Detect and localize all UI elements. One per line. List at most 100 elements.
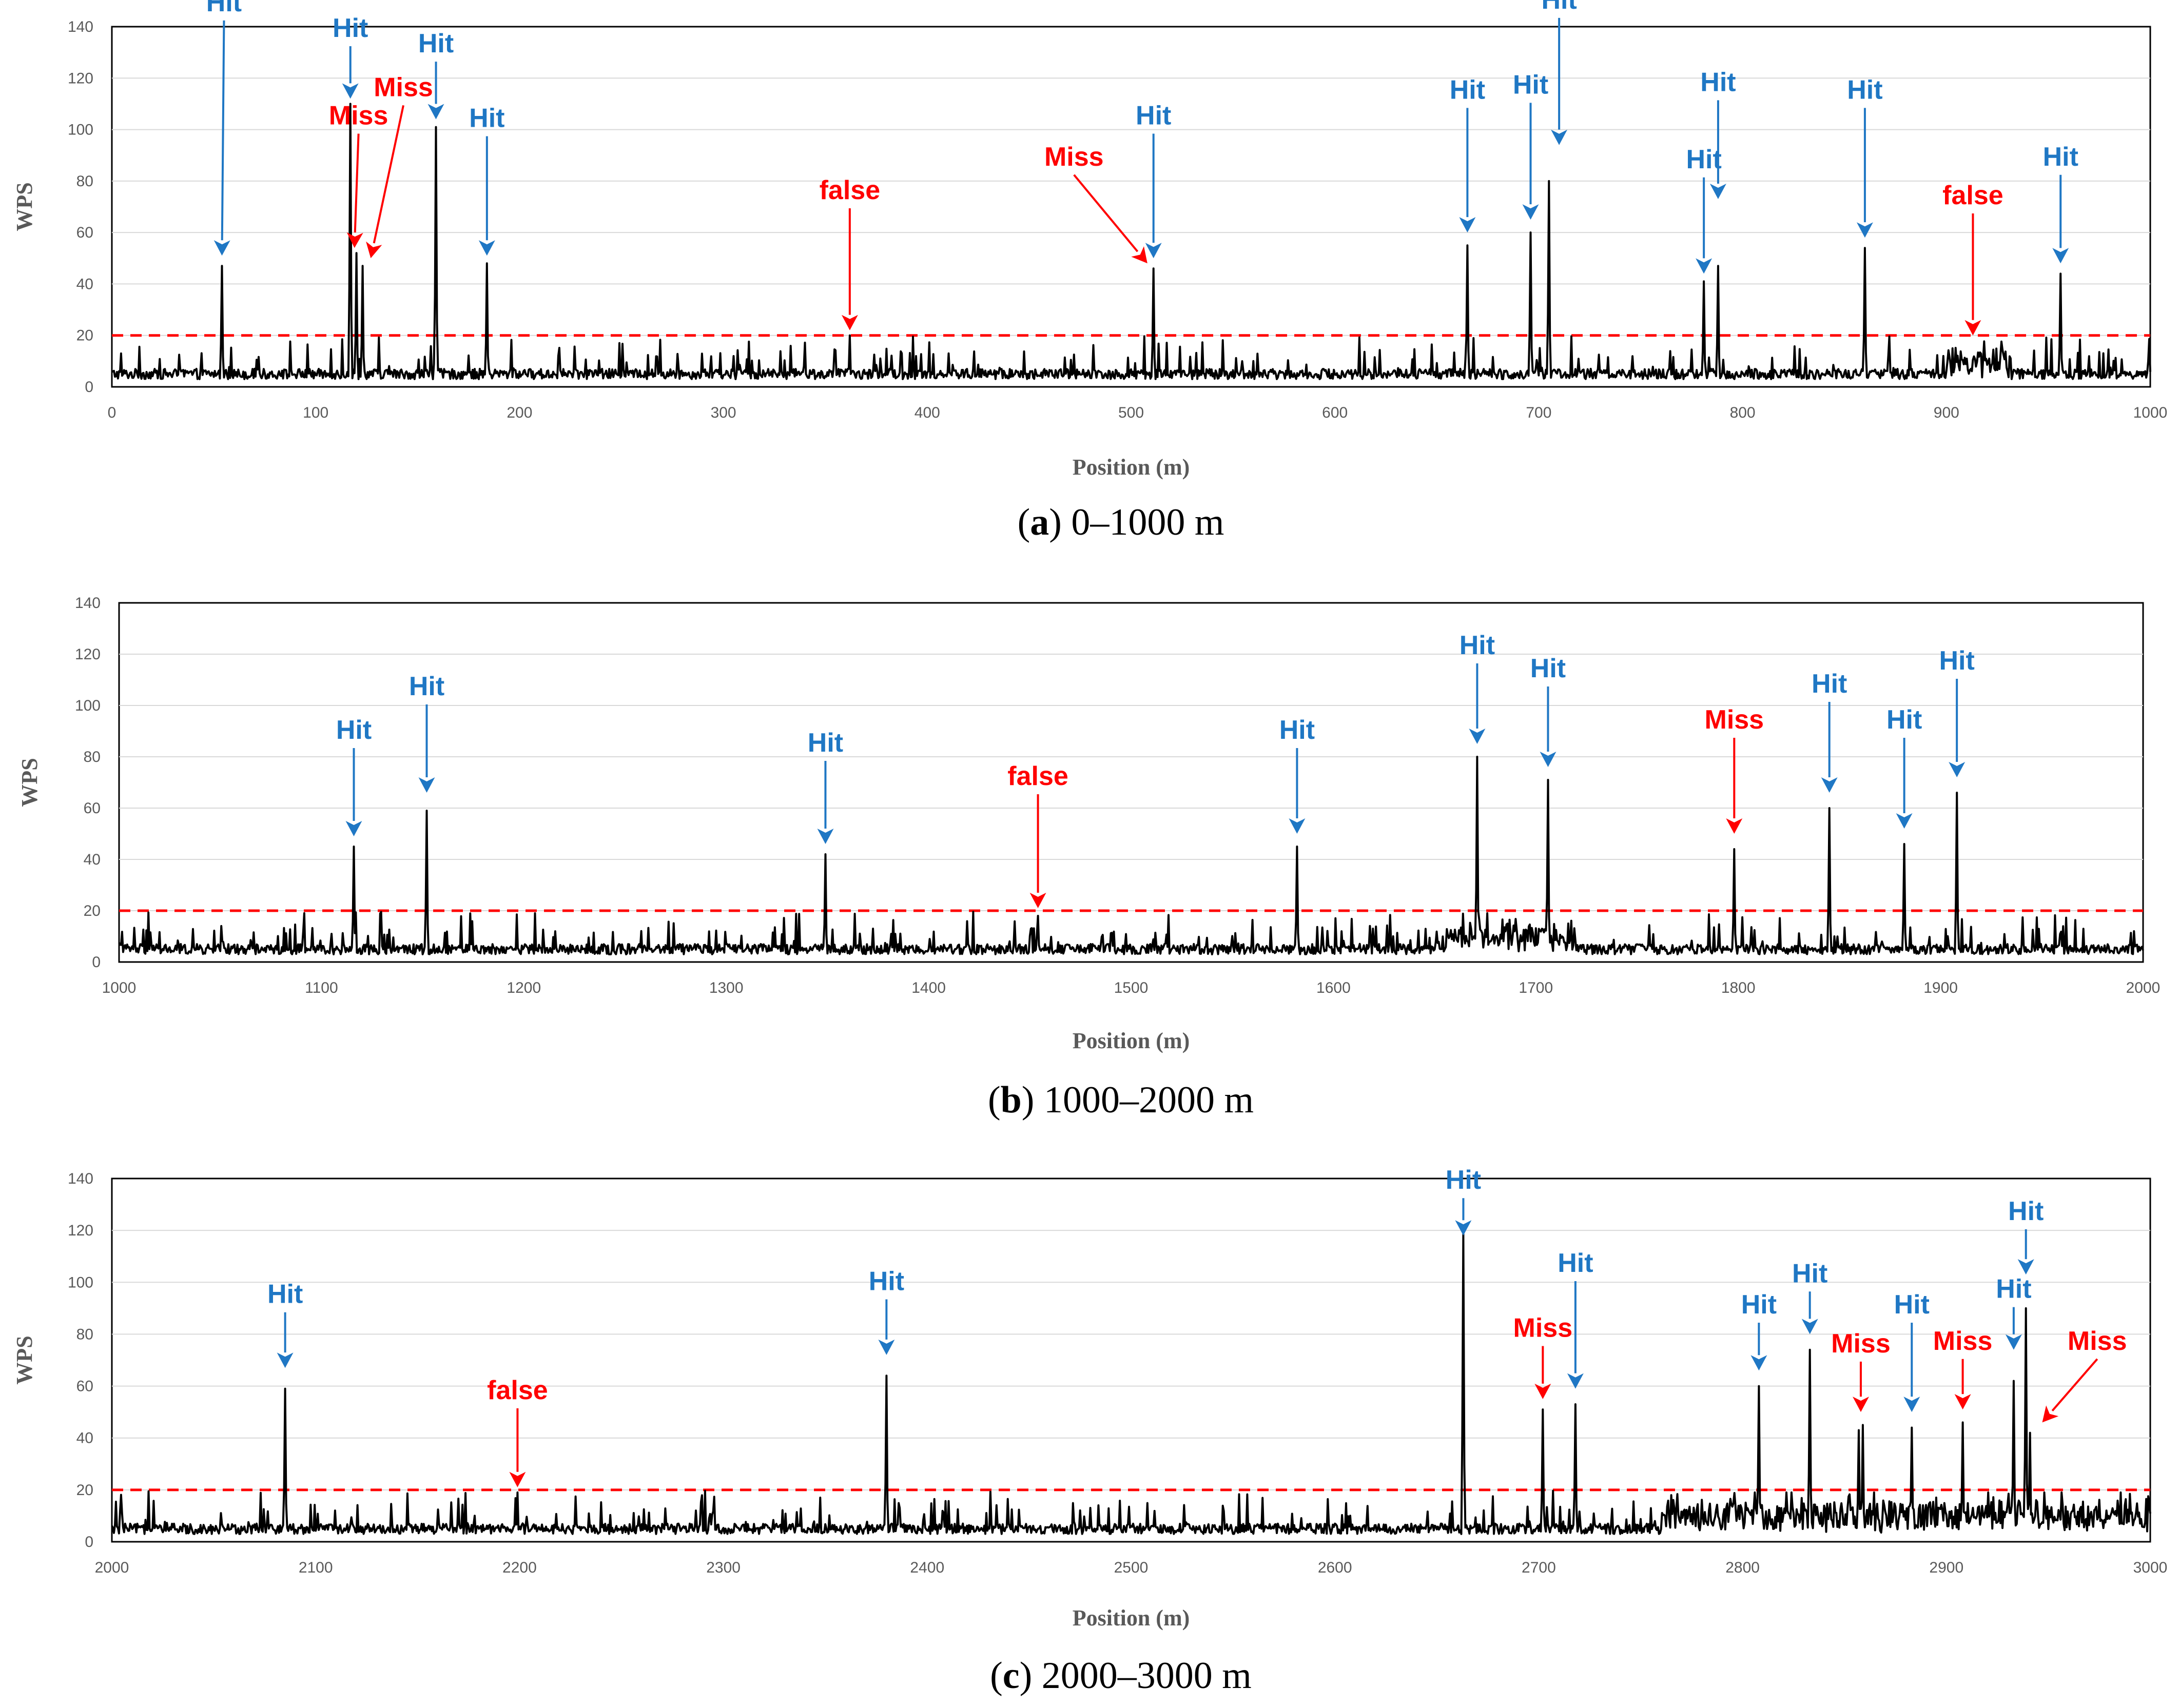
miss-arrow-shaft — [354, 133, 360, 233]
false-annotation: false — [487, 1376, 548, 1487]
x-tick-label: 2500 — [1114, 1559, 1149, 1576]
hit-arrow-head — [1896, 813, 1913, 829]
y-tick-labels: 0 20 40 60 80 100 120 140 — [68, 18, 93, 396]
x-tick-label: 200 — [507, 404, 532, 421]
miss-arrow-head — [2042, 1405, 2059, 1423]
x-tick-label: 1300 — [709, 979, 744, 996]
hit-arrow-head — [1750, 1355, 1767, 1371]
hit-annotation: Hit — [206, 0, 242, 256]
hit-annotation: Hit — [1279, 715, 1315, 834]
hit-arrow-head — [1455, 1220, 1472, 1236]
y-tick-label: 60 — [84, 800, 101, 817]
x-axis-title: Position (m) — [1073, 1028, 1190, 1053]
false-annotation: false — [820, 175, 881, 330]
y-tick-label: 0 — [85, 379, 93, 396]
x-tick-label: 1000 — [102, 979, 137, 996]
x-tick-label: 900 — [1934, 404, 1959, 421]
y-axis-title: WPS — [12, 182, 37, 231]
hit-label: Hit — [1558, 1248, 1593, 1278]
hit-label: Hit — [1541, 0, 1577, 15]
hit-arrow-head — [1949, 762, 1966, 777]
panel-caption: (b) 1000–2000 m — [988, 1079, 1254, 1121]
miss-label: Miss — [1044, 142, 1104, 172]
y-tick-label: 140 — [68, 18, 93, 35]
y-tick-label: 20 — [76, 1482, 93, 1499]
x-tick-label: 500 — [1118, 404, 1144, 421]
caption-letter: c — [1003, 1655, 1020, 1697]
x-tick-label: 2400 — [910, 1559, 944, 1576]
y-tick-label: 140 — [75, 595, 101, 612]
false-arrow-head — [509, 1471, 526, 1487]
false-annotation: false — [1942, 181, 2003, 336]
hit-annotation: Hit — [808, 728, 843, 844]
y-tick-labels: 0 20 40 60 80 100 120 140 — [75, 595, 101, 971]
hit-arrow-head — [1522, 204, 1539, 220]
hit-label: Hit — [1996, 1274, 2031, 1304]
x-tick-label: 1700 — [1519, 979, 1553, 996]
miss-annotation: Miss — [1705, 705, 1764, 834]
x-tick-label: 3000 — [2133, 1559, 2168, 1576]
hit-annotation: Hit — [1792, 1259, 1827, 1334]
hit-annotation: Hit — [1894, 1290, 1930, 1412]
hit-label: Hit — [1686, 145, 1721, 174]
x-tick-label: 1200 — [507, 979, 541, 996]
false-arrow-head — [1029, 893, 1046, 908]
miss-annotation: Miss — [2042, 1326, 2127, 1423]
miss-annotation: Miss — [1044, 142, 1147, 264]
wps-series-line — [118, 756, 2144, 955]
hit-arrow-head — [1289, 818, 1306, 834]
miss-label: Miss — [374, 72, 433, 102]
x-tick-labels: 2000 2100 2200 2300 2400 2500 2600 2700 2800 2900… — [95, 1559, 2168, 1576]
hit-annotation: Hit — [869, 1266, 904, 1355]
false-label: false — [1007, 761, 1068, 791]
hit-label: Hit — [1530, 654, 1566, 683]
hit-annotation: Hit — [1812, 669, 1847, 793]
hit-annotation: Hit — [1136, 101, 1171, 259]
x-axis-title: Position (m) — [1073, 1605, 1190, 1631]
wps-series-line — [111, 1232, 2151, 1535]
hit-label: Hit — [409, 672, 444, 701]
x-tick-label: 1100 — [305, 979, 338, 996]
x-tick-label: 0 — [108, 404, 116, 421]
miss-annotation: Miss — [329, 101, 388, 248]
false-label: false — [820, 175, 881, 205]
hit-arrow-head — [1709, 184, 1726, 199]
hit-annotation: Hit — [267, 1280, 303, 1368]
x-tick-labels: 0 100 200 300 400 500 600 700 800 900 1000 — [108, 404, 2168, 421]
y-tick-label: 120 — [75, 646, 101, 663]
panel-caption: (c) 2000–3000 m — [990, 1655, 1252, 1697]
hit-arrow-head — [1856, 222, 1873, 238]
hit-label: Hit — [2043, 142, 2078, 172]
hit-annotation: Hit — [1847, 75, 1883, 238]
hit-label: Hit — [1886, 705, 1922, 735]
hit-annotation: Hit — [409, 672, 444, 793]
y-tick-label: 100 — [68, 122, 93, 139]
hit-annotation: Hit — [333, 13, 368, 99]
hit-annotation: Hit — [1996, 1274, 2032, 1350]
x-tick-label: 1900 — [1923, 979, 1958, 996]
hit-label: Hit — [1847, 75, 1882, 105]
miss-label: Miss — [1831, 1329, 1891, 1359]
miss-label: Miss — [1705, 705, 1764, 735]
hit-label: Hit — [1741, 1290, 1777, 1320]
miss-annotation: Miss — [366, 72, 433, 259]
x-axis-title: Position (m) — [1073, 455, 1190, 480]
hit-arrow-head — [1551, 129, 1568, 145]
y-tick-labels: 0 20 40 60 80 100 120 140 — [68, 1170, 93, 1550]
y-tick-label: 0 — [92, 954, 101, 971]
hit-label: Hit — [469, 104, 504, 133]
hit-annotation: Hit — [1886, 705, 1922, 829]
miss-annotation: Miss — [1831, 1329, 1891, 1412]
hit-arrow-head — [1145, 243, 1162, 259]
miss-arrow-head — [1726, 818, 1743, 834]
plot-frame — [111, 1177, 2151, 1543]
x-tick-label: 2100 — [299, 1559, 333, 1576]
miss-label: Miss — [1513, 1313, 1573, 1343]
x-tick-label: 600 — [1322, 404, 1348, 421]
wps-series-line — [111, 103, 2151, 380]
x-tick-label: 1000 — [2133, 404, 2168, 421]
hit-annotation: Hit — [2043, 142, 2078, 264]
